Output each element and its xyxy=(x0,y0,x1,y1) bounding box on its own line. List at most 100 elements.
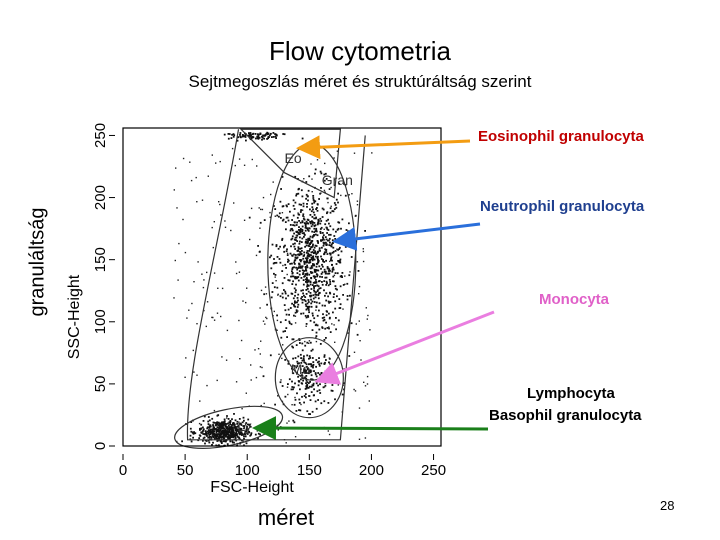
data-point xyxy=(238,319,240,322)
data-point xyxy=(338,182,341,185)
data-point xyxy=(283,250,286,253)
data-point xyxy=(213,426,215,429)
data-point xyxy=(291,266,294,269)
data-point xyxy=(314,233,317,236)
data-point xyxy=(284,244,286,247)
data-point xyxy=(328,252,331,255)
data-point xyxy=(265,316,267,319)
data-point xyxy=(255,254,258,257)
data-point xyxy=(307,290,310,293)
data-point xyxy=(246,433,249,435)
data-point xyxy=(311,223,314,226)
data-point xyxy=(366,318,368,320)
gate-label-mo: Mo xyxy=(291,361,311,377)
data-point xyxy=(354,390,357,392)
data-point xyxy=(246,287,248,289)
data-point xyxy=(190,440,193,443)
data-point xyxy=(295,224,298,226)
data-point xyxy=(312,364,314,367)
data-point xyxy=(334,238,337,240)
data-point xyxy=(307,238,309,241)
data-point xyxy=(258,251,261,253)
data-point xyxy=(229,440,232,443)
data-point xyxy=(243,427,245,430)
data-point xyxy=(229,423,231,426)
data-point xyxy=(208,441,211,444)
data-point xyxy=(307,241,309,244)
data-point xyxy=(173,297,175,299)
data-point xyxy=(294,294,296,297)
data-point xyxy=(267,137,269,140)
data-point xyxy=(315,273,318,275)
annotation-arrow xyxy=(332,222,481,251)
data-point xyxy=(204,430,207,432)
data-point xyxy=(333,208,336,210)
data-point xyxy=(235,272,238,275)
data-point xyxy=(230,425,233,428)
data-point xyxy=(226,427,228,430)
data-point xyxy=(302,255,305,257)
data-point xyxy=(287,362,290,365)
x-tick-label: 100 xyxy=(235,462,260,479)
data-point xyxy=(328,361,330,363)
data-point xyxy=(182,157,185,160)
data-point xyxy=(364,385,367,387)
data-point xyxy=(297,212,299,214)
data-point xyxy=(319,250,321,252)
data-point xyxy=(324,327,327,330)
data-point xyxy=(311,329,314,331)
data-point xyxy=(315,365,317,368)
data-point xyxy=(219,428,222,431)
data-point xyxy=(231,418,233,421)
data-point xyxy=(330,243,333,246)
data-point xyxy=(323,356,326,358)
data-point xyxy=(311,384,314,387)
data-point xyxy=(285,297,287,300)
data-point xyxy=(293,238,296,241)
data-point xyxy=(202,433,205,435)
data-point xyxy=(314,275,317,278)
data-point xyxy=(213,421,215,424)
data-point xyxy=(235,261,237,263)
data-point xyxy=(270,296,273,299)
data-point xyxy=(330,245,333,248)
data-point xyxy=(313,268,316,271)
data-point xyxy=(327,430,329,432)
data-point xyxy=(340,227,342,230)
data-point xyxy=(325,259,327,262)
data-point xyxy=(331,269,334,272)
data-point xyxy=(311,202,314,205)
data-point xyxy=(275,245,278,248)
data-point xyxy=(328,188,331,190)
data-point xyxy=(292,419,295,422)
data-point xyxy=(231,430,233,433)
data-point xyxy=(328,239,330,242)
data-point xyxy=(208,433,211,436)
data-point xyxy=(293,304,295,306)
data-point xyxy=(301,371,304,374)
data-point xyxy=(328,222,330,225)
data-point xyxy=(226,329,229,332)
data-point xyxy=(256,135,259,138)
data-point xyxy=(327,272,329,275)
data-point xyxy=(281,296,284,299)
data-point xyxy=(323,242,325,245)
data-point xyxy=(325,314,328,317)
data-point xyxy=(318,357,320,359)
data-point xyxy=(206,301,209,303)
data-point xyxy=(303,370,305,372)
data-point xyxy=(273,258,275,260)
data-point xyxy=(307,252,310,255)
data-point xyxy=(310,246,312,248)
data-point xyxy=(319,230,322,233)
data-point xyxy=(324,270,327,273)
data-point xyxy=(323,354,326,357)
data-point xyxy=(329,233,332,236)
data-point xyxy=(350,242,352,245)
data-point xyxy=(310,294,312,297)
data-point xyxy=(348,355,351,357)
data-point xyxy=(222,421,225,423)
data-point xyxy=(302,215,304,217)
data-point xyxy=(326,232,328,234)
data-point xyxy=(310,257,313,259)
